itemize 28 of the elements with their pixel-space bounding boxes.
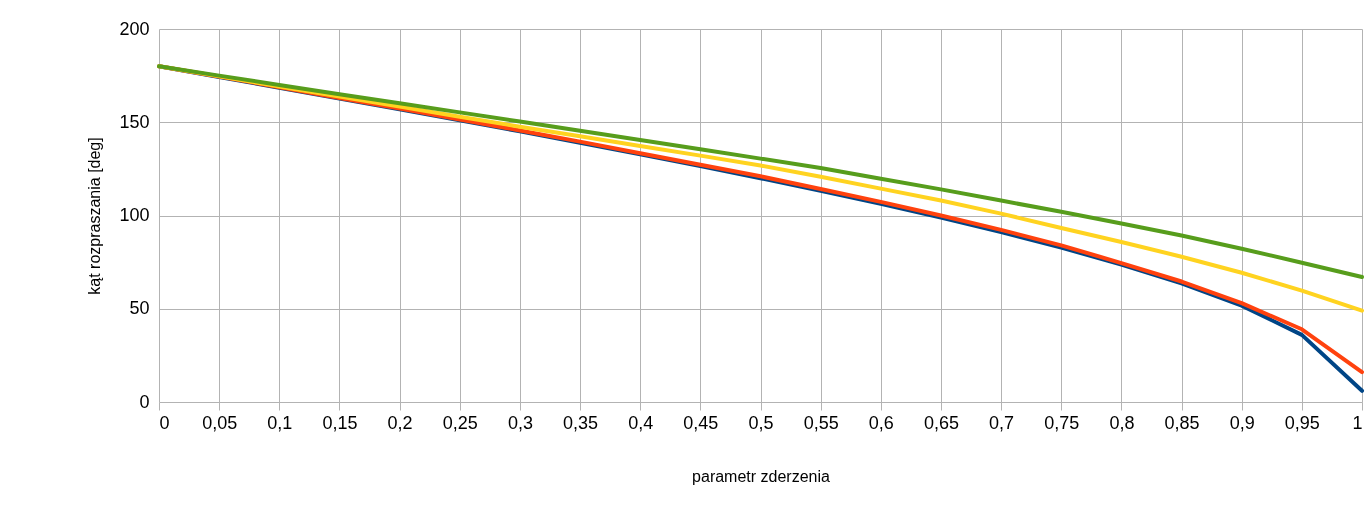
x-tick-label: 0: [159, 412, 170, 433]
x-tick-label: 0,65: [923, 412, 959, 433]
x-axis-title: parametr zderzenia: [692, 467, 831, 485]
x-tick-label: 0,45: [683, 412, 719, 433]
x-tick-label: 0,1: [267, 412, 293, 433]
y-tick-label: 50: [129, 298, 150, 319]
x-tick-label: 0,85: [1164, 412, 1200, 433]
x-tick-label: 0,5: [748, 412, 774, 433]
x-tick-label: 0,2: [387, 412, 413, 433]
y-tick-label: 200: [119, 18, 150, 39]
x-tick-label: 0,35: [563, 412, 599, 433]
y-tick-label: 150: [119, 111, 150, 132]
x-tick-label: 0,95: [1284, 412, 1320, 433]
x-tick-label: 0,6: [868, 412, 894, 433]
x-tick-label: 0,75: [1044, 412, 1080, 433]
x-tick-label: 0,9: [1229, 412, 1255, 433]
y-tick-label: 0: [139, 391, 150, 412]
x-tick-label: 0,25: [442, 412, 478, 433]
x-tick-label: 0,4: [628, 412, 654, 433]
x-tick-label: 0,3: [507, 412, 533, 433]
y-tick-label: 100: [119, 205, 150, 225]
x-tick-label: 1: [1352, 412, 1363, 433]
x-tick-label: 0,05: [202, 412, 238, 433]
x-tick-label: 0,7: [989, 412, 1015, 433]
x-tick-label: 0,8: [1109, 412, 1135, 433]
x-tick-label: 0,55: [803, 412, 839, 433]
y-axis-title: kąt rozpraszania [deg]: [86, 137, 104, 295]
x-tick-label: 0,15: [322, 412, 358, 433]
